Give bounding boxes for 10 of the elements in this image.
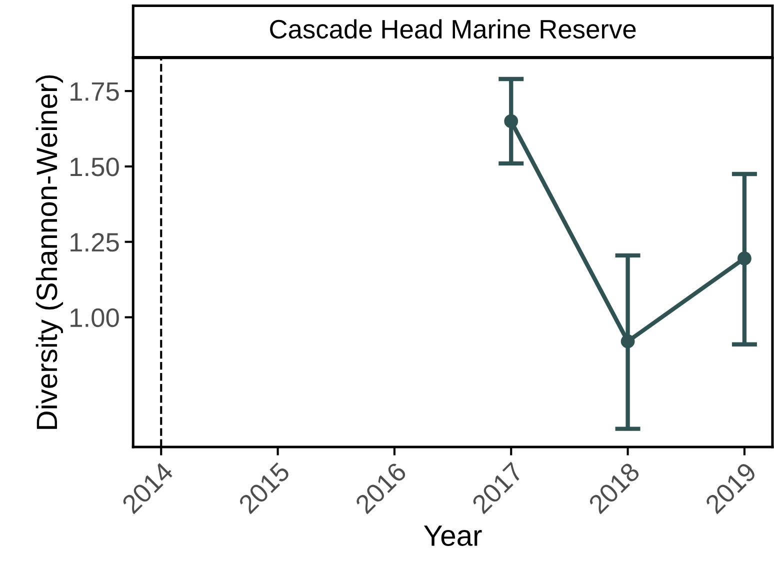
point: [504, 114, 518, 128]
y-tick-label: 1.25: [70, 232, 119, 252]
chart-title: Cascade Head Marine Reserve: [270, 19, 636, 39]
point: [738, 251, 752, 266]
x-axis-title: Year: [424, 526, 482, 546]
point: [620, 334, 635, 348]
y-tick-label: 1.50: [70, 158, 119, 176]
y-tick-label: 1.00: [70, 308, 119, 328]
y-axis-title: Diversity (Shannon-Weiner): [36, 75, 64, 429]
y-tick-label: 1.75: [70, 82, 119, 101]
